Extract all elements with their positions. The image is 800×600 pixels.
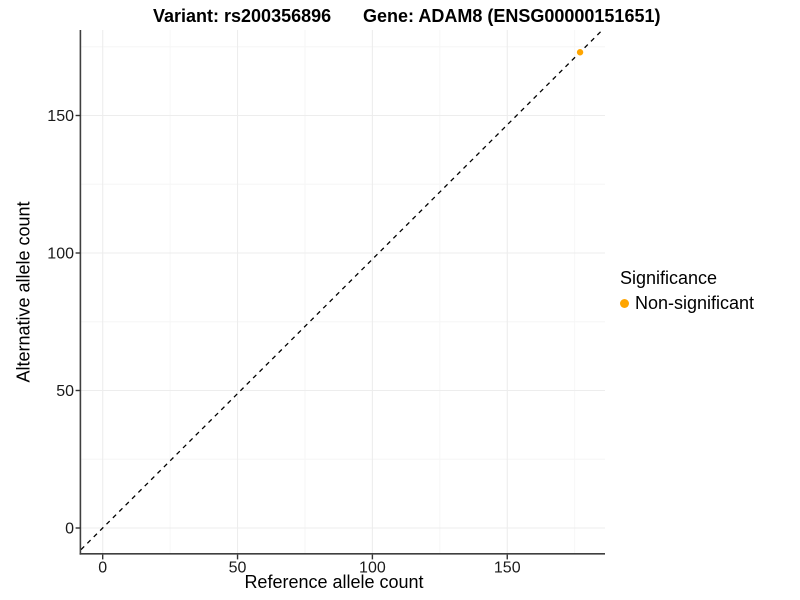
y-tick-label: 0	[65, 521, 74, 538]
x-tick-label: 0	[98, 560, 107, 577]
x-tick-label: 150	[494, 560, 521, 577]
y-tick-label: 100	[47, 246, 74, 263]
plot-title-variant: Variant: rs200356896	[153, 6, 332, 26]
legend-item-non-significant: Non-significant	[620, 293, 754, 314]
x-axis-title: Reference allele count	[244, 572, 424, 592]
legend: Significance Non-significant	[620, 268, 754, 314]
data-point-non-significant	[576, 49, 584, 56]
x-tick-label: 100	[359, 560, 386, 577]
x-tick-label: 50	[229, 560, 247, 577]
y-tick-label: 50	[56, 383, 74, 400]
plot-title-gene: Gene: ADAM8 (ENSG00000151651)	[363, 6, 661, 26]
y-tick-label: 150	[47, 108, 74, 125]
legend-item-label: Non-significant	[635, 293, 755, 313]
legend-point-icon	[620, 299, 629, 308]
legend-title: Significance	[620, 268, 718, 288]
identity-dashed-line	[80, 29, 603, 551]
y-axis-title: Alternative allele count	[13, 201, 34, 383]
